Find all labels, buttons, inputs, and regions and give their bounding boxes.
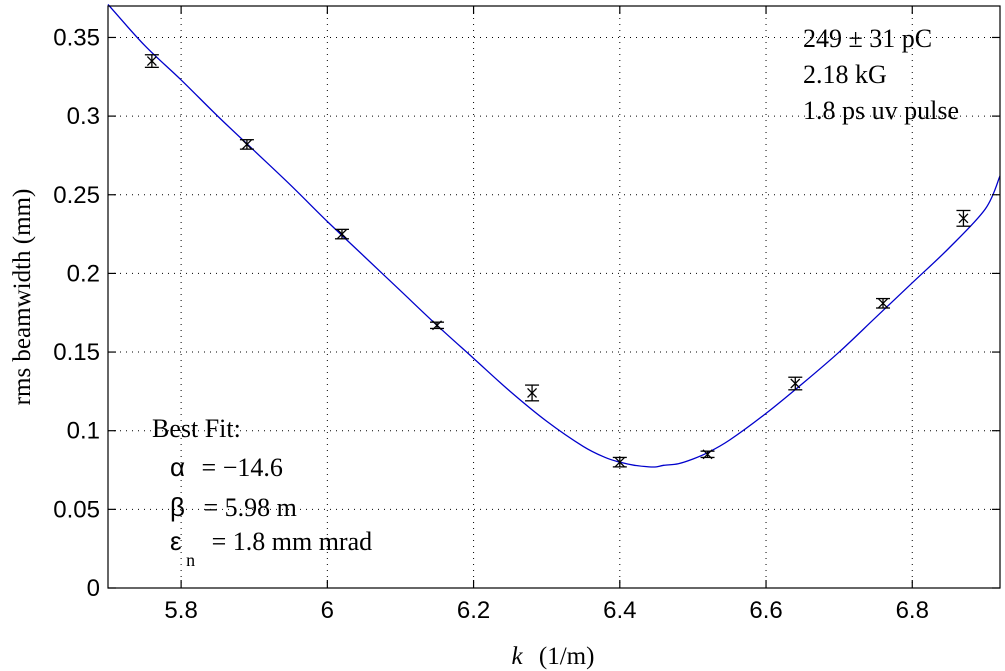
fit-alpha: α = −14.6: [170, 452, 283, 482]
epsilon-symbol: ε: [170, 526, 182, 556]
data-point: [700, 449, 715, 460]
y-tick-label: 0.2: [67, 260, 100, 287]
fit-line: [107, 3, 1001, 468]
x-marker-b: [337, 229, 347, 240]
fit-emittance: ε n = 1.8 mm mrad: [170, 526, 372, 572]
x-tick-label: 6: [321, 597, 334, 624]
x-marker-b: [790, 378, 801, 389]
y-tick-label: 0.25: [53, 182, 100, 209]
data-points: [144, 54, 971, 468]
data-point: [334, 228, 349, 240]
best-fit-title: Best Fit:: [152, 414, 241, 443]
y-tick-label: 0.3: [67, 103, 100, 130]
x-axis-label-var: k: [512, 643, 524, 670]
x-tick-label: 6.6: [749, 597, 782, 624]
x-tick-label: 6.2: [457, 597, 490, 624]
x-axis-label-unit: (1/m): [539, 643, 595, 670]
y-axis-label: rms beamwidth (mm): [9, 189, 36, 406]
grid: [108, 6, 1000, 588]
data-point: [876, 297, 891, 309]
fit-beta: β = 5.98 m: [170, 492, 297, 522]
x-axis-label: k (1/m): [512, 643, 595, 670]
alpha-symbol: α: [170, 452, 185, 482]
x-marker-b: [702, 449, 713, 460]
x-tick-label: 6.8: [896, 597, 929, 624]
x-marker-b: [432, 320, 442, 331]
plot-background: [108, 6, 1000, 588]
y-tick-label: 0.35: [53, 24, 100, 51]
y-tick-label: 0.1: [67, 418, 100, 445]
annotation-pulse: 1.8 ps uv pulse: [803, 96, 959, 125]
data-point: [430, 320, 445, 331]
data-point: [612, 456, 627, 468]
x-marker-b: [527, 387, 538, 398]
x-tick-label: 6.4: [603, 597, 636, 624]
x-marker-b: [241, 139, 252, 150]
alpha-value: = −14.6: [202, 453, 283, 482]
x-marker-b: [614, 457, 625, 468]
y-tick-label: 0.05: [53, 496, 100, 523]
x-marker-b: [878, 298, 888, 309]
data-point: [956, 209, 971, 227]
y-axis: 0 0.05 0.1 0.15 0.2 0.25 0.3 0.35: [53, 24, 1000, 602]
epsilon-subscript: n: [186, 550, 195, 570]
fit-line-group: [107, 3, 1001, 468]
x-marker-b: [146, 56, 157, 67]
y-tick-label: 0: [87, 575, 100, 602]
plot-frame: [107, 5, 1001, 589]
annotation-charge: 249 ± 31 pC: [803, 24, 932, 53]
x-tick-label: 5.8: [164, 597, 197, 624]
x-axis: 5.8 6 6.2 6.4 6.6 6.8: [164, 6, 929, 624]
beta-value: = 5.98 m: [203, 493, 296, 522]
x-marker-b: [958, 213, 969, 224]
data-point: [239, 139, 254, 150]
beta-symbol: β: [170, 492, 185, 522]
y-tick-label: 0.15: [53, 339, 100, 366]
data-point: [788, 376, 803, 391]
data-point: [144, 54, 159, 68]
annotation-field: 2.18 kG: [803, 60, 887, 89]
epsilon-value: = 1.8 mm mrad: [212, 527, 373, 556]
data-point: [525, 384, 540, 402]
